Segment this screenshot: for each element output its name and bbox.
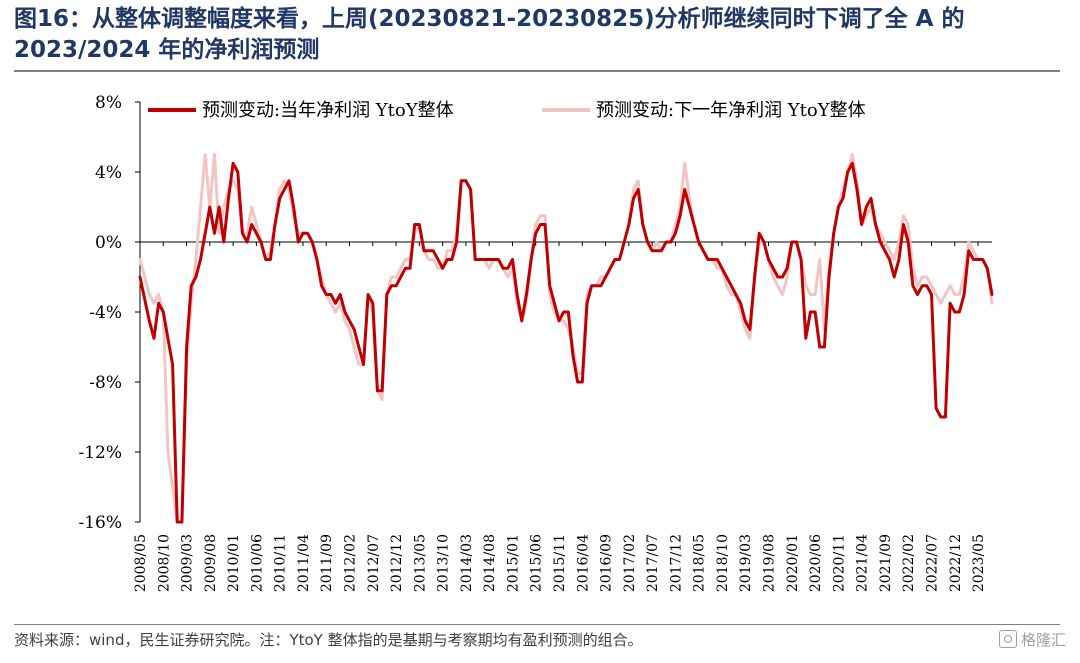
y-tick-label: -8% — [89, 373, 122, 393]
x-tick-label: 2016/09 — [599, 534, 615, 592]
y-tick-label: -4% — [89, 303, 122, 323]
x-tick-label: 2019/03 — [738, 534, 754, 592]
x-tick-label: 2009/03 — [180, 534, 196, 592]
title-divider — [14, 70, 1060, 72]
x-tick-label: 2008/05 — [133, 534, 149, 592]
x-tick-label: 2009/08 — [203, 534, 219, 592]
x-tick-label: 2014/08 — [482, 534, 498, 592]
legend-entry-current-year: 预测变动:当年净利润 YtoY整体 — [202, 100, 454, 121]
x-tick-label: 2019/08 — [762, 534, 778, 592]
x-tick-label: 2010/01 — [226, 534, 242, 592]
x-tick-label: 2022/02 — [901, 534, 917, 592]
y-tick-label: 4% — [95, 163, 122, 183]
x-tick-label: 2012/07 — [366, 534, 382, 592]
x-tick-label: 2013/05 — [412, 534, 428, 592]
x-tick-label: 2011/09 — [319, 534, 335, 592]
legend-entry-next-year: 预测变动:下一年净利润 YtoY整体 — [596, 100, 866, 121]
net-profit-forecast-chart: 8% 4% 0% -4% -8% -12% -16% 2008/05 2008/10 2009/0… — [78, 93, 994, 592]
x-tick-label: 2020/06 — [808, 534, 824, 592]
page-title: 图16：从整体调整幅度来看，上周(20230821-20230825)分析师继续… — [14, 6, 965, 63]
x-tick-label: 2016/04 — [575, 534, 591, 592]
x-tick-label: 2020/11 — [831, 534, 847, 592]
x-tick-label: 2021/09 — [878, 534, 894, 592]
x-tick-label: 2017/12 — [668, 534, 684, 592]
x-tick-label: 2020/01 — [785, 534, 801, 592]
x-tick-label: 2013/10 — [436, 534, 452, 592]
x-tick-label: 2017/02 — [622, 534, 638, 592]
x-tick-label: 2018/05 — [692, 534, 708, 592]
y-tick-label: -12% — [78, 443, 122, 463]
x-tick-label: 2015/06 — [529, 534, 545, 592]
legend: 预测变动:当年净利润 YtoY整体 预测变动:下一年净利润 YtoY整体 — [148, 100, 866, 121]
x-tick-label: 2021/04 — [855, 534, 871, 592]
source-note: 资料来源：wind，民生证券研究院。注：YtoY 整体指的是基期与考察期均有盈利… — [14, 631, 643, 649]
x-tick-label: 2015/01 — [505, 534, 521, 592]
series-lines — [138, 153, 994, 524]
watermark-text: 格隆汇 — [1020, 631, 1066, 649]
x-tick-label: 2014/03 — [459, 534, 475, 592]
x-tick-label: 2010/11 — [273, 534, 289, 592]
x-tick-label: 2022/07 — [924, 534, 940, 592]
x-tick-label: 2017/07 — [645, 534, 661, 592]
x-tick-label: 2011/04 — [296, 534, 312, 592]
watermark-logo-icon — [998, 630, 1017, 648]
y-tick-label: 0% — [95, 233, 122, 253]
x-tick-label: 2010/06 — [249, 534, 265, 592]
x-tick-label: 2012/12 — [389, 534, 405, 592]
x-tick-label: 2023/05 — [971, 534, 987, 592]
series-line-current-year — [138, 161, 994, 524]
footer-divider — [14, 624, 1060, 625]
x-tick-label: 2022/12 — [948, 534, 964, 592]
x-tick-label: 2015/11 — [552, 534, 568, 592]
x-tick-label: 2008/10 — [156, 534, 172, 592]
axes: 8% 4% 0% -4% -8% -12% -16% 2008/05 2008/10 2009/0… — [78, 93, 992, 592]
watermark: 格隆汇 — [998, 629, 1066, 650]
x-tick-label: 2018/10 — [715, 534, 731, 592]
x-tick-label: 2012/02 — [343, 534, 359, 592]
y-tick-label: 8% — [95, 93, 122, 113]
y-tick-label: -16% — [78, 513, 122, 533]
